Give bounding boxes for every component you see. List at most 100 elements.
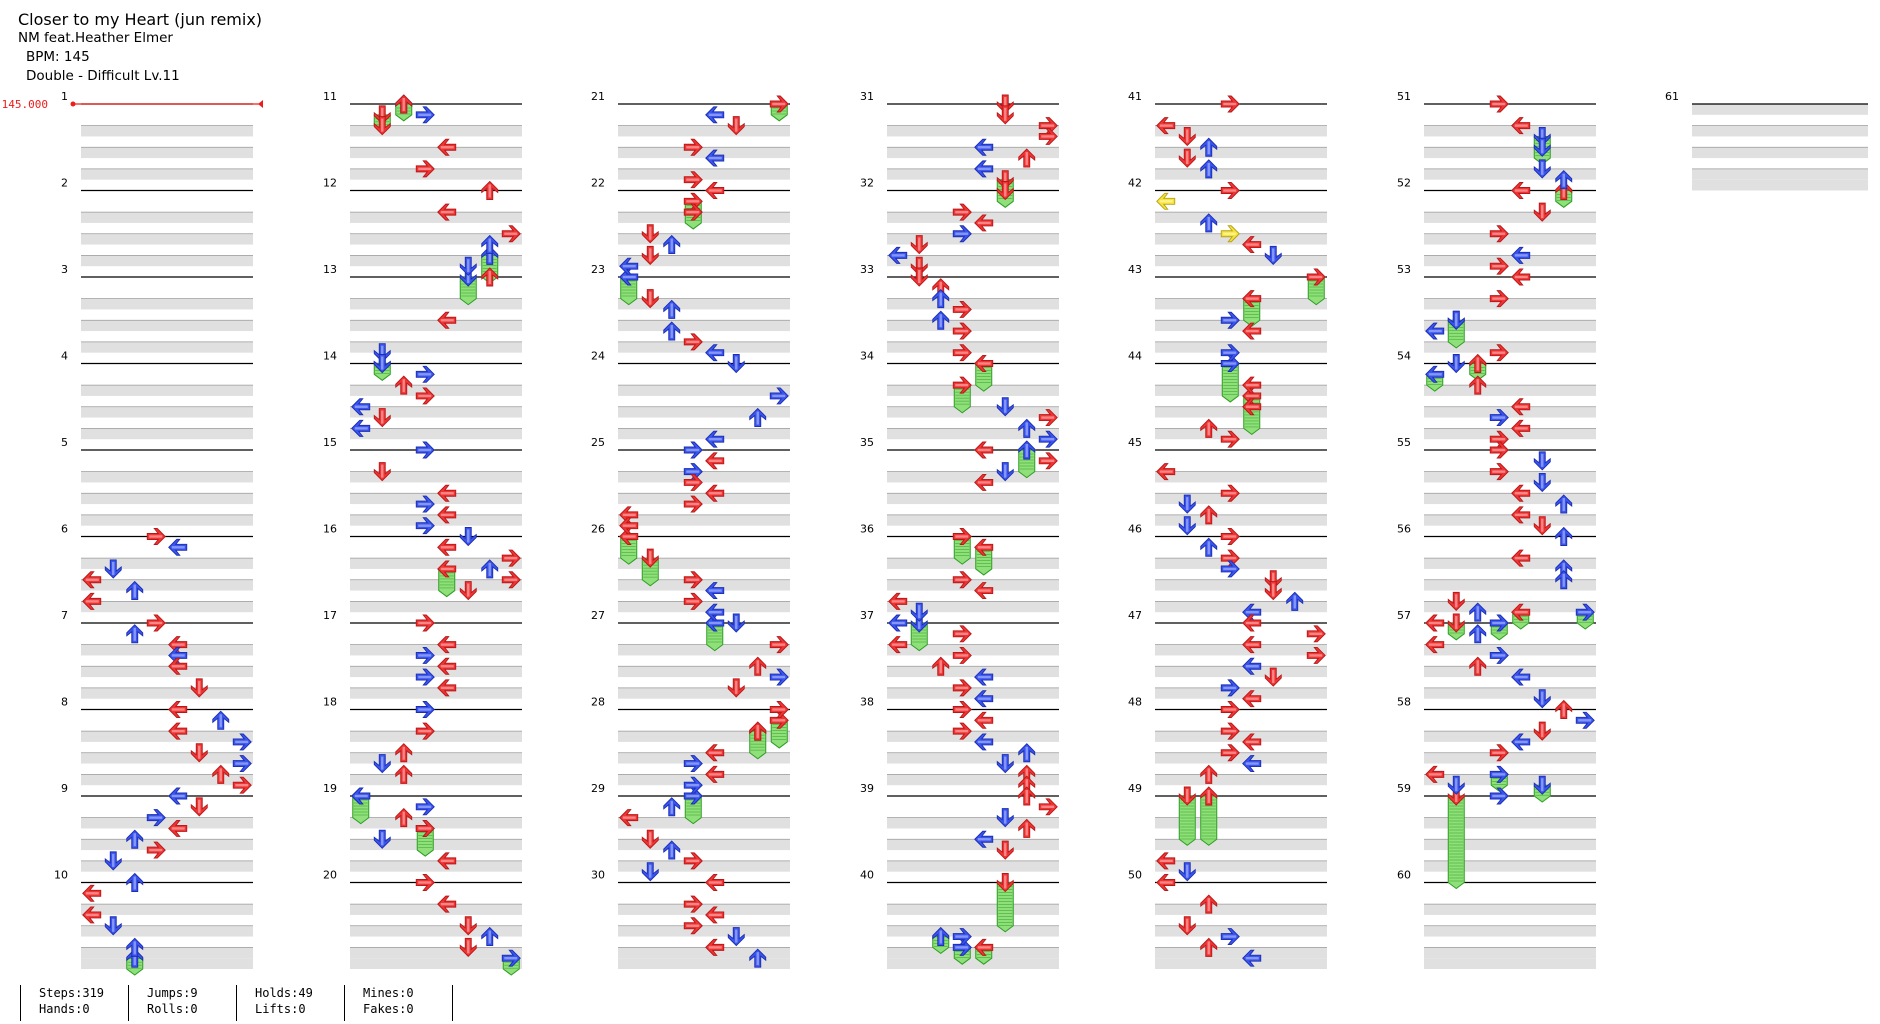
song-title: Closer to my Heart (jun remix) bbox=[18, 10, 263, 29]
beat-band bbox=[1424, 774, 1596, 786]
left-arrow bbox=[705, 149, 725, 167]
right-arrow bbox=[1489, 257, 1509, 275]
left-arrow bbox=[1511, 506, 1531, 524]
left-arrow bbox=[888, 592, 908, 610]
right-arrow bbox=[415, 387, 435, 405]
song-header: Closer to my Heart (jun remix) NM feat.H… bbox=[18, 10, 262, 86]
right-arrow bbox=[501, 549, 521, 567]
right-arrow bbox=[683, 203, 703, 221]
right-arrow bbox=[769, 711, 789, 729]
left-arrow bbox=[974, 582, 994, 600]
beat-band bbox=[887, 233, 1059, 245]
left-arrow bbox=[351, 419, 371, 437]
beat-band bbox=[350, 947, 522, 959]
measure-61: 61 bbox=[1665, 90, 1868, 191]
beat-band bbox=[618, 168, 790, 180]
beat-band bbox=[1424, 298, 1596, 310]
left-arrow bbox=[1156, 874, 1176, 891]
left-arrow bbox=[1511, 117, 1531, 135]
beat-band bbox=[1155, 958, 1327, 969]
beat-band bbox=[1424, 147, 1596, 159]
beat-band bbox=[81, 947, 253, 959]
up-arrow bbox=[1555, 526, 1573, 546]
measure-48: 48 bbox=[1128, 696, 1327, 786]
beat-band bbox=[350, 666, 522, 678]
left-arrow bbox=[974, 830, 994, 848]
measure-4: 4 bbox=[61, 350, 253, 440]
beat-band bbox=[81, 601, 253, 613]
left-arrow bbox=[82, 884, 102, 902]
measure-32: 32 bbox=[860, 177, 1059, 267]
beat-band bbox=[618, 341, 790, 353]
measure-number: 6 bbox=[61, 523, 68, 536]
hold-note bbox=[1200, 786, 1218, 846]
right-arrow bbox=[952, 376, 972, 394]
beat-band bbox=[350, 168, 522, 180]
measure-55: 55 bbox=[1397, 436, 1596, 526]
beat-band bbox=[350, 601, 522, 613]
beat-band bbox=[81, 168, 253, 180]
beat-band bbox=[1424, 514, 1596, 526]
measure-number: 3 bbox=[61, 263, 68, 276]
up-arrow bbox=[1555, 170, 1573, 190]
hold-note bbox=[1489, 614, 1509, 641]
right-arrow bbox=[683, 441, 703, 459]
measure-2: 2 bbox=[61, 177, 253, 267]
left-arrow bbox=[974, 160, 994, 178]
left-arrow bbox=[1156, 192, 1176, 210]
beat-band bbox=[887, 752, 1059, 764]
left-arrow bbox=[1425, 765, 1445, 783]
beat-band bbox=[1155, 255, 1327, 267]
down-arrow bbox=[996, 181, 1014, 201]
down-arrow bbox=[641, 548, 659, 568]
left-arrow bbox=[1242, 657, 1262, 675]
hold-note bbox=[974, 355, 994, 392]
left-arrow bbox=[437, 138, 457, 156]
left-arrow bbox=[1511, 733, 1531, 751]
beat-band bbox=[887, 168, 1059, 180]
right-arrow bbox=[1306, 646, 1326, 664]
down-arrow bbox=[1533, 137, 1551, 157]
beat-band bbox=[1424, 558, 1596, 569]
up-arrow bbox=[749, 407, 767, 428]
measure-13: 13 bbox=[323, 263, 522, 353]
measure-number: 17 bbox=[323, 609, 337, 622]
right-arrow bbox=[1220, 344, 1240, 362]
stats-cell: Mines:0 Fakes:0 bbox=[344, 985, 452, 1021]
right-arrow bbox=[1489, 95, 1509, 113]
beat-band bbox=[81, 493, 253, 505]
down-arrow bbox=[104, 851, 122, 871]
hold-note bbox=[974, 938, 994, 965]
down-arrow bbox=[1264, 667, 1282, 687]
song-artist: NM feat.Heather Elmer bbox=[18, 30, 173, 46]
beat-band bbox=[1155, 125, 1327, 137]
beat-band bbox=[1424, 925, 1596, 937]
up-arrow bbox=[1200, 937, 1218, 957]
beat-band bbox=[1424, 341, 1596, 353]
beat-band bbox=[350, 298, 522, 310]
right-arrow bbox=[769, 95, 789, 113]
up-arrow bbox=[395, 743, 413, 763]
up-arrow bbox=[1200, 537, 1218, 557]
measure-44: 44 bbox=[1128, 350, 1327, 440]
stat-lifts: Lifts:0 bbox=[255, 1002, 306, 1016]
left-arrow bbox=[437, 203, 457, 221]
measure-number: 49 bbox=[1128, 782, 1142, 795]
right-arrow bbox=[952, 344, 972, 362]
measure-number: 57 bbox=[1397, 609, 1411, 622]
right-arrow bbox=[683, 333, 703, 351]
down-arrow bbox=[1533, 689, 1551, 709]
stat-hands: Hands:0 bbox=[39, 1002, 90, 1016]
measure-number: 50 bbox=[1128, 869, 1142, 882]
left-arrow bbox=[1425, 614, 1445, 632]
measure-number: 26 bbox=[591, 523, 605, 536]
up-arrow bbox=[663, 797, 681, 817]
left-arrow bbox=[705, 344, 725, 362]
measure-43: 43 bbox=[1128, 263, 1327, 353]
measure-60: 60 bbox=[1397, 869, 1596, 969]
beat-band bbox=[1155, 385, 1327, 396]
right-arrow bbox=[683, 171, 703, 189]
right-arrow bbox=[1220, 560, 1240, 578]
hold-note bbox=[459, 267, 477, 306]
left-arrow bbox=[705, 938, 725, 956]
